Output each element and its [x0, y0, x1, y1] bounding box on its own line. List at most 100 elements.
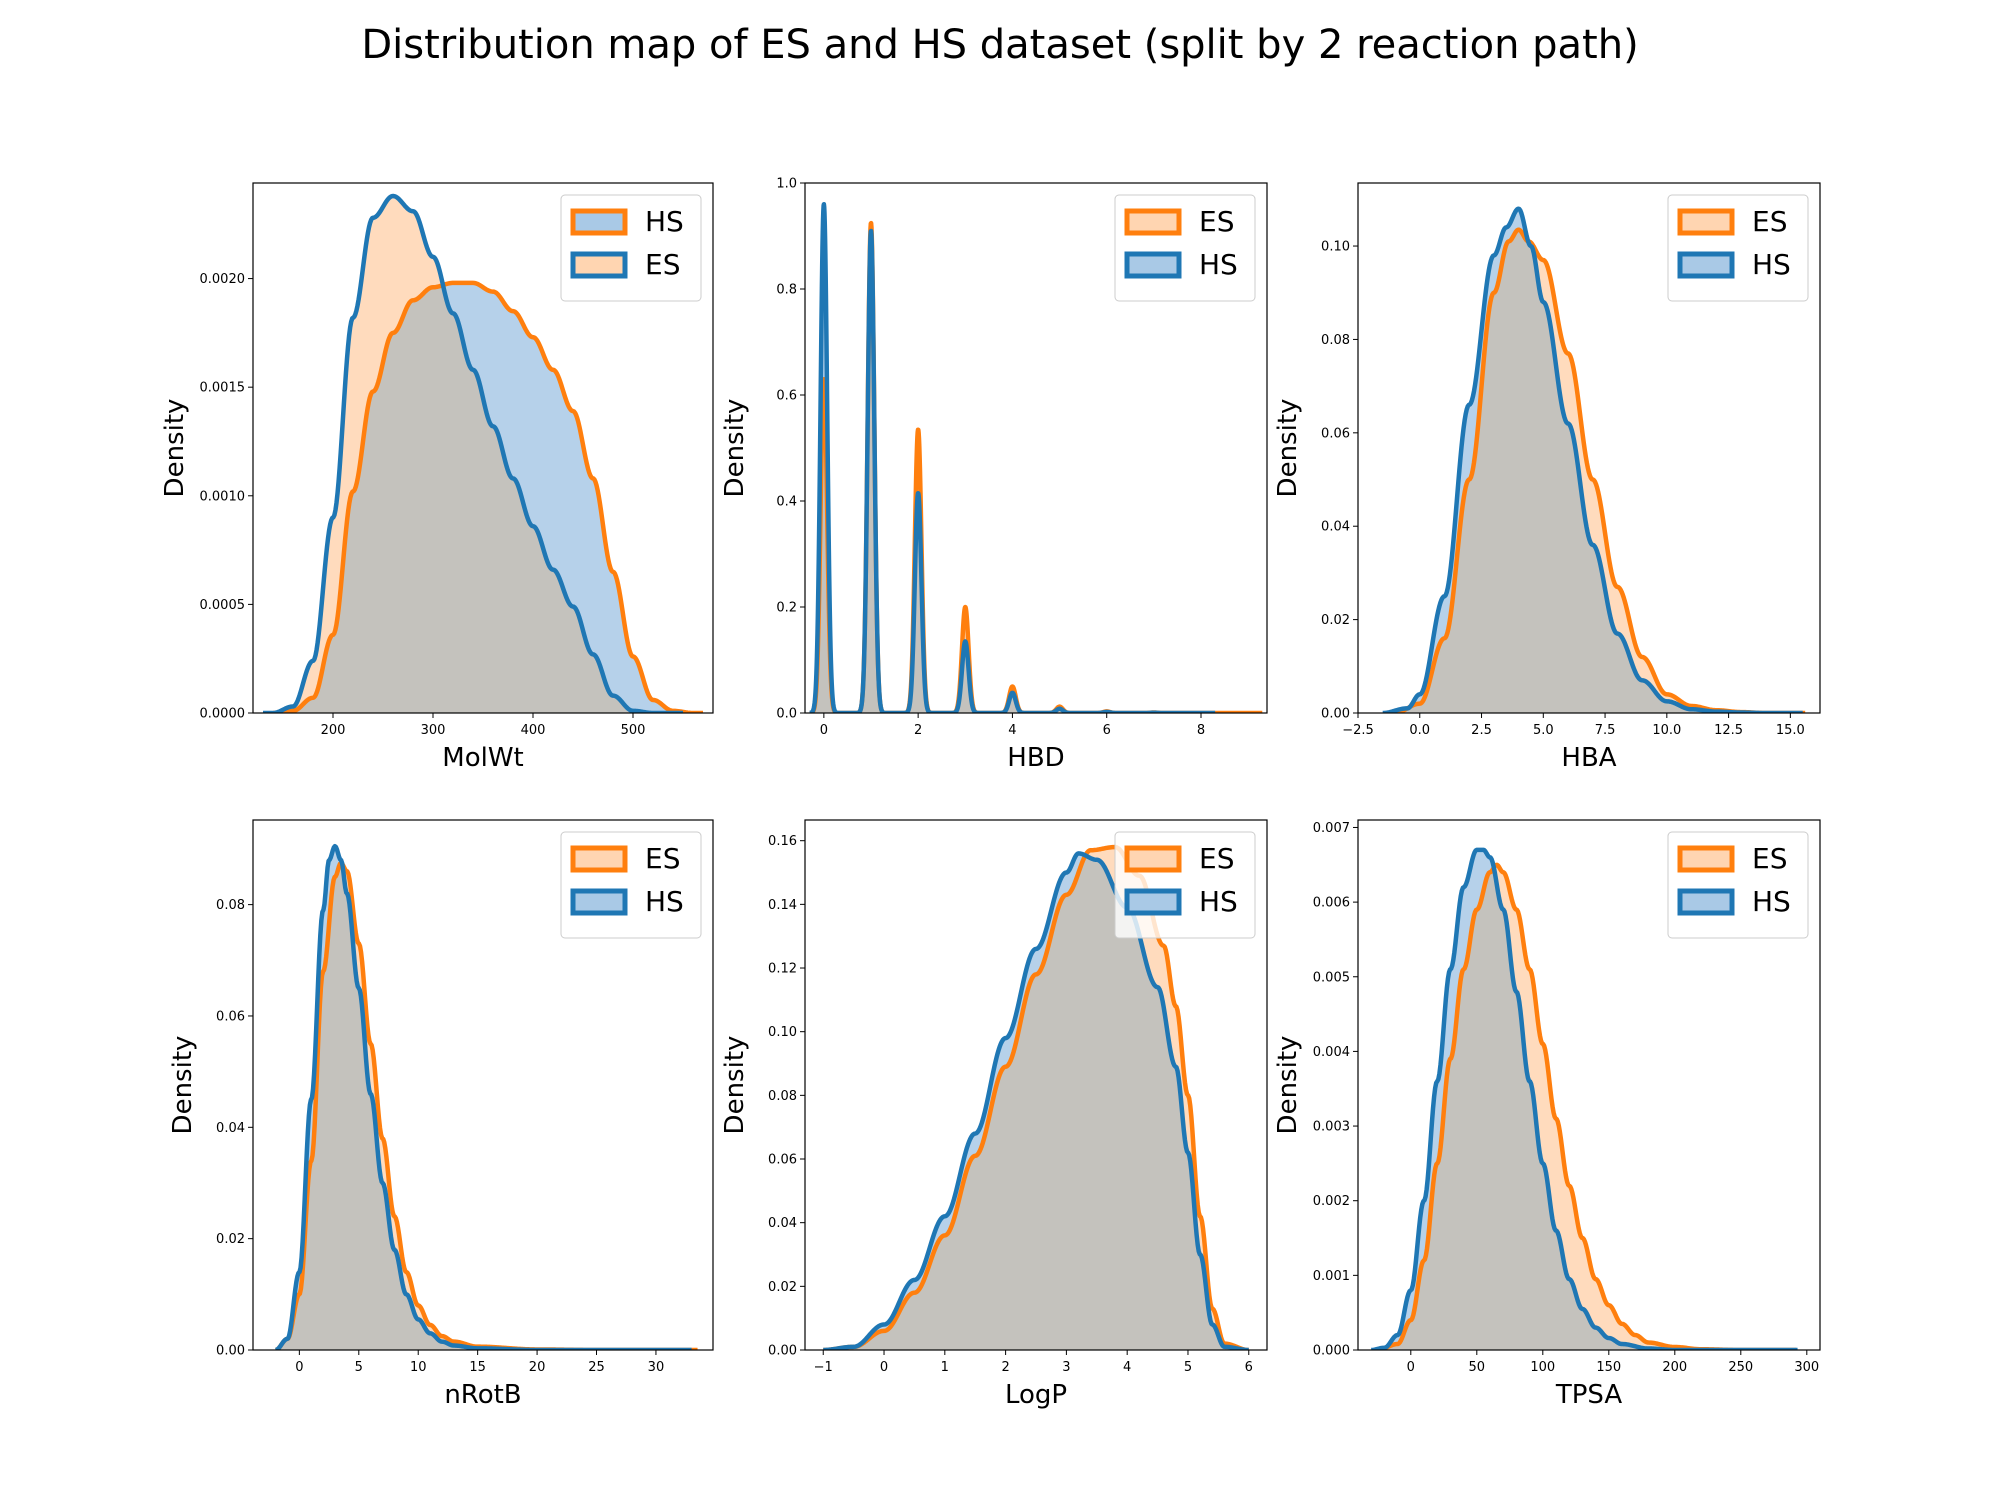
y-tick-label: 0.000: [1313, 1344, 1350, 1359]
legend-label-hs: HS: [645, 205, 684, 238]
y-tick-label: 0.06: [216, 1009, 245, 1024]
y-tick-label: 0.04: [216, 1121, 245, 1136]
legend-label-es: ES: [645, 842, 680, 875]
y-tick-label: 0.10: [768, 1025, 797, 1040]
subplot-hbd: 0 2 4 6 8 0.0 0.2 0.4 0.6 0.8 1.0 HBD Density ES HS: [720, 177, 1268, 773]
y-tick-label: 0.0020: [200, 272, 246, 287]
density-line-hs: [1381, 206, 1804, 713]
y-tick-label: 0.06: [768, 1153, 797, 1168]
legend-label-es: ES: [1752, 842, 1787, 875]
y-tick-label: 0.02: [768, 1280, 797, 1295]
x-tick-label: 0: [295, 1360, 303, 1375]
x-axis-label: TPSA: [1555, 1380, 1623, 1410]
x-tick-label: 5: [1184, 1360, 1192, 1375]
y-tick-label: 0.02: [1321, 613, 1350, 628]
subplot-molwt: 200 300 400 500 0.0000 0.0005 0.0010 0.0015 0.00…: [160, 182, 714, 773]
plot-area: [822, 844, 1250, 1350]
legend-swatch-es: [1677, 845, 1735, 873]
x-tick-label: 250: [1728, 1360, 1753, 1375]
legend-swatch-es: [570, 251, 628, 279]
y-tick-label: 0.0010: [200, 489, 246, 504]
subplot-grid: 200 300 400 5000.00000.00050.00100.00150.00…: [160, 177, 1821, 1410]
density-line-hs: [822, 851, 1250, 1350]
legend: ES HS: [1114, 194, 1256, 302]
y-tick-label: 0.00: [768, 1344, 797, 1359]
y-tick-label: 0.02: [216, 1232, 245, 1247]
legend-swatch-es: [1124, 845, 1182, 873]
y-tick-label: 0.12: [768, 962, 797, 977]
y-tick-label: 1.0: [776, 177, 797, 192]
x-tick-label: 0: [1407, 1360, 1415, 1375]
legend: ES HS: [1114, 831, 1256, 939]
legend-label-hs: HS: [1199, 248, 1238, 281]
y-tick-label: 0.04: [768, 1216, 797, 1231]
legend: ES HS: [560, 831, 702, 939]
x-tick-label: 15: [469, 1360, 486, 1375]
axes-frame: [804, 819, 1268, 1351]
y-tick-label: 0.08: [216, 898, 245, 913]
legend-label-hs: HS: [1199, 885, 1238, 918]
x-axis-label: HBD: [1007, 743, 1064, 773]
legend-label-es: ES: [645, 248, 680, 281]
subplot-nrotb: 0 5 10 15 20 25 30 0.00 0.02 0.04 0.06 0.08 nRotB Den…: [168, 819, 714, 1410]
legend-swatch-es: [1677, 208, 1735, 236]
x-tick-label: 1: [941, 1360, 949, 1375]
axes-frame: [252, 819, 714, 1351]
x-tick-label: 10.0: [1652, 723, 1681, 738]
y-tick-label: 0.00: [1321, 707, 1350, 722]
legend-label-es: ES: [1752, 205, 1787, 238]
x-tick-label: 7.5: [1595, 723, 1616, 738]
x-tick-label: 3: [1062, 1360, 1070, 1375]
y-tick-label: 0.04: [1321, 520, 1350, 535]
y-axis-label: Density: [160, 399, 190, 498]
y-tick-label: 0.08: [1321, 333, 1350, 348]
x-tick-label: 6: [1103, 723, 1111, 738]
y-tick-label: 0.007: [1313, 821, 1350, 836]
y-tick-label: 0.001: [1313, 1269, 1350, 1284]
x-tick-label: 6: [1245, 1360, 1253, 1375]
x-tick-label: −2.5: [1342, 723, 1374, 738]
y-tick-label: 0.0000: [200, 707, 246, 722]
y-axis-label: Density: [168, 1036, 198, 1135]
x-tick-label: 4: [1123, 1360, 1131, 1375]
axes-frame: [1357, 819, 1821, 1351]
y-axis-label: Density: [720, 399, 750, 498]
x-tick-label: −1: [814, 1360, 833, 1375]
y-tick-label: 0.0015: [200, 381, 246, 396]
legend-swatch-hs: [1124, 888, 1182, 916]
legend-label-hs: HS: [1752, 248, 1791, 281]
legend: ES HS: [1667, 831, 1809, 939]
y-tick-label: 0.003: [1313, 1120, 1350, 1135]
x-tick-label: 2.5: [1471, 723, 1492, 738]
axes-frame: [1357, 182, 1821, 714]
legend-swatch-hs: [1677, 251, 1735, 279]
axes-frame: [252, 182, 714, 714]
x-tick-label: 0: [820, 723, 828, 738]
y-tick-label: 0.2: [776, 601, 797, 616]
density-overlap: [275, 862, 692, 1350]
axes-frame: [804, 182, 1268, 714]
legend-swatch-hs: [1677, 888, 1735, 916]
legend-swatch-hs: [1124, 251, 1182, 279]
y-axis-label: Density: [1273, 399, 1303, 498]
x-tick-label: 4: [1008, 723, 1016, 738]
density-line-hs: [1370, 847, 1799, 1350]
density-line-hs: [271, 280, 705, 713]
y-tick-label: 0.0005: [200, 598, 246, 613]
y-tick-label: 0.006: [1313, 896, 1350, 911]
x-tick-label: 100: [1530, 1360, 1555, 1375]
y-tick-label: 0.4: [776, 495, 797, 510]
subplot-tpsa: 0 50 100 150 200 250 300 0.000 0.001 0.002 0.003 0.…: [1273, 819, 1821, 1410]
x-tick-label: 400: [521, 723, 546, 738]
x-axis-label: nRotB: [444, 1380, 521, 1410]
y-tick-label: 0.06: [1321, 426, 1350, 441]
x-tick-label: 200: [1662, 1360, 1687, 1375]
x-tick-label: 300: [421, 723, 446, 738]
x-tick-label: 500: [621, 723, 646, 738]
legend-label-hs: HS: [1752, 885, 1791, 918]
y-tick-label: 0.8: [776, 283, 797, 298]
x-tick-label: 5: [355, 1360, 363, 1375]
density-overlap: [1395, 229, 1803, 713]
x-tick-label: 25: [588, 1360, 605, 1375]
